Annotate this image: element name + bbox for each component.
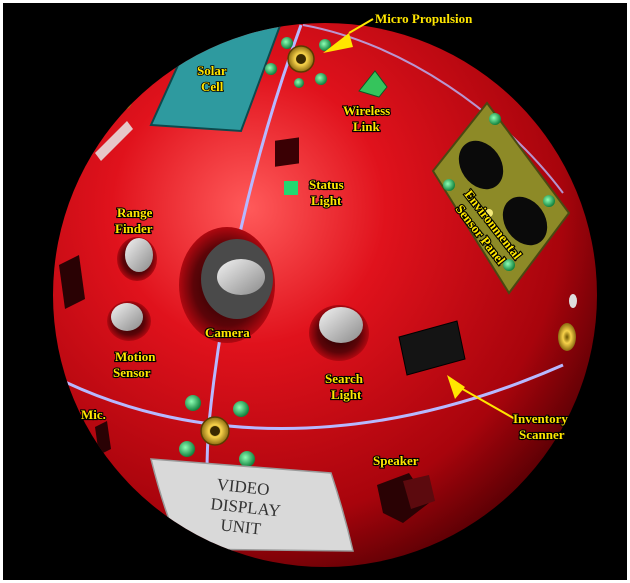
thruster-core [210,426,220,436]
micro-propulsion-arrow-line [348,18,374,34]
left-sensor-window [59,255,85,309]
label-status-light-line1: Status [309,177,344,192]
micro-propulsion-arrow [323,33,353,53]
speaker-cone-inner [403,475,435,509]
environmental-sensor-panel [431,101,571,295]
panel-led [503,259,515,271]
label-camera: Camera [205,325,250,340]
motion-sensor-lens [111,303,143,331]
label-range-finder-line1: Range [117,205,153,220]
inventory-scanner-arrow-line [458,386,516,420]
wireless-link-antenna [358,70,388,98]
panel-led [543,195,555,207]
thruster-nozzle [114,92,132,110]
robot-sphere-diagram: Micro Propulsion Solar Cell Wireless Lin… [53,10,597,567]
thruster-led [294,78,304,88]
label-search-light-line2: Light [331,387,362,402]
label-speaker: Speaker [373,453,419,468]
video-display-unit [150,458,354,552]
range-finder-lens [125,238,153,272]
thruster-bracket [569,294,577,308]
thruster-led [281,37,293,49]
horizontal-seam [53,363,564,430]
inventory-scanner-arrow [447,375,465,399]
inventory-scanner-window [398,320,466,376]
thruster-core [296,54,306,64]
label-search-light-line1: Search [325,371,364,386]
thruster-led [233,401,249,417]
label-solar-cell-line1: Solar [197,63,227,78]
label-wireless-link-line1: Wireless [343,103,390,118]
sensor-port [458,140,504,190]
video-text-line3: UNIT [220,515,263,538]
sensor-port [502,196,548,246]
label-range-finder-line2: Finder [115,221,153,236]
label-inventory-scanner-line2: Scanner [519,427,565,442]
label-mic: Mic. [81,407,106,422]
sphere-surface [53,23,577,567]
search-light-lens [319,307,363,343]
panel-led [443,179,455,191]
camera-lens [217,259,265,295]
thruster-led [239,451,255,467]
diagram-frame: Micro Propulsion Solar Cell Wireless Lin… [3,3,627,580]
label-motion-sensor-line1: Motion [115,349,156,364]
status-light [284,181,298,195]
thruster-led [185,395,201,411]
label-status-light-line2: Light [311,193,342,208]
bottom-thruster-cluster [179,395,255,467]
right-thruster [558,294,577,351]
label-micro-propulsion: Micro Propulsion [375,11,473,26]
thruster-nozzle [558,323,576,351]
label-solar-cell-line2: Cell [201,79,224,94]
panel-led [489,113,501,125]
label-motion-sensor-line2: Sensor [113,365,151,380]
top-thruster-cluster [265,37,331,88]
thruster-led [179,441,195,457]
thruster-bracket [95,121,133,161]
label-inventory-scanner-line1: Inventory [513,411,568,426]
status-light-housing [275,137,299,167]
panel-indicator [485,209,493,217]
thruster-led [315,73,327,85]
upper-seam [302,24,564,194]
thruster-led [265,63,277,75]
thruster-led [319,39,331,51]
label-wireless-link-line2: Link [353,119,381,134]
